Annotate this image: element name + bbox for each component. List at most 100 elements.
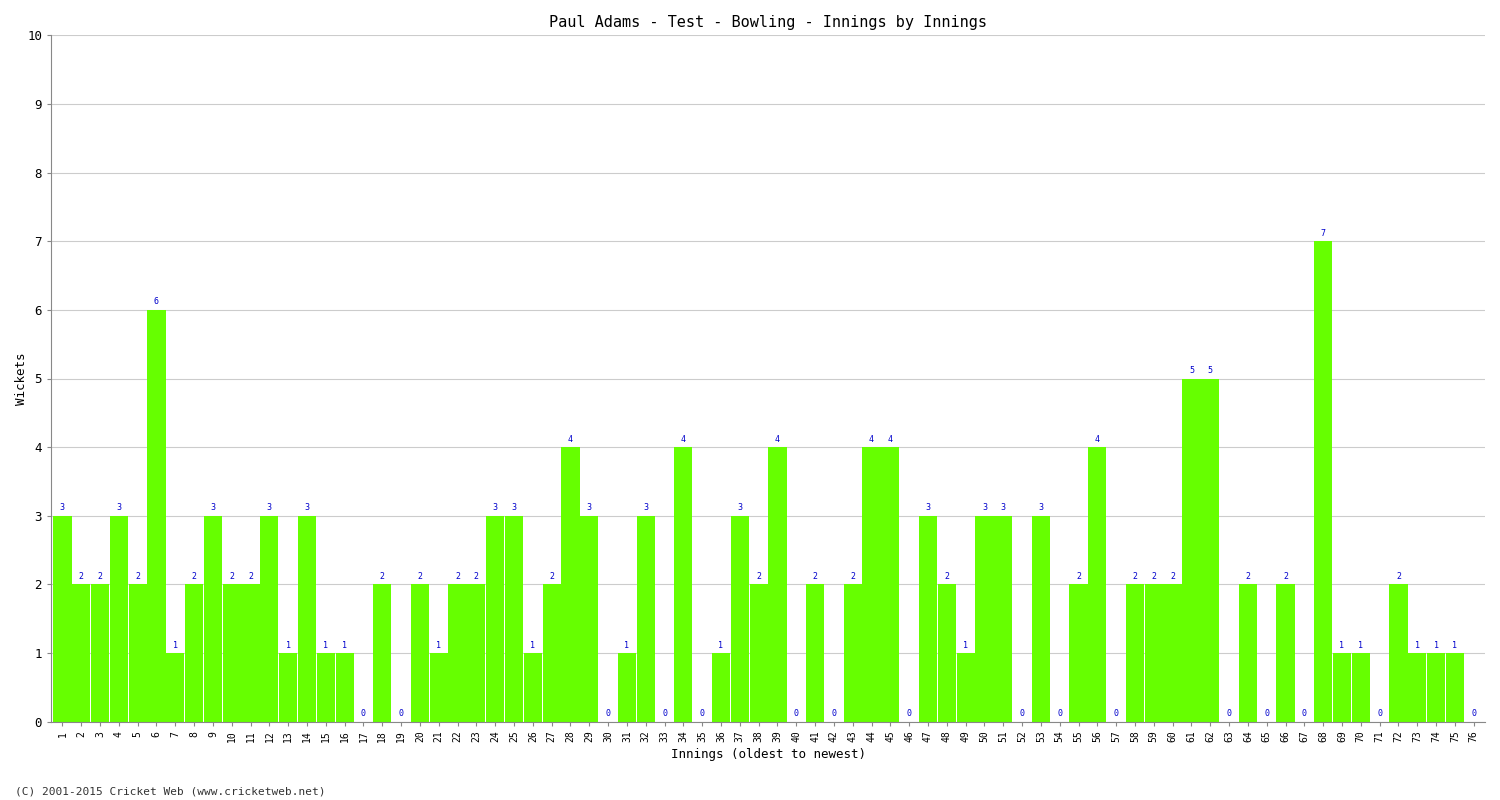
Text: 0: 0 <box>906 710 912 718</box>
Text: (C) 2001-2015 Cricket Web (www.cricketweb.net): (C) 2001-2015 Cricket Web (www.cricketwe… <box>15 786 326 796</box>
Text: 3: 3 <box>267 503 272 512</box>
Text: 2: 2 <box>549 572 554 581</box>
Bar <box>110 516 128 722</box>
Text: 2: 2 <box>1152 572 1156 581</box>
Text: 1: 1 <box>172 641 178 650</box>
Bar <box>222 584 242 722</box>
Text: 1: 1 <box>1434 641 1438 650</box>
Text: 3: 3 <box>512 503 516 512</box>
Bar <box>957 653 975 722</box>
Text: 3: 3 <box>926 503 930 512</box>
Y-axis label: Wickets: Wickets <box>15 352 28 405</box>
Bar <box>411 584 429 722</box>
Text: 1: 1 <box>436 641 441 650</box>
Text: 5: 5 <box>1190 366 1194 375</box>
Bar <box>1070 584 1088 722</box>
Bar <box>580 516 598 722</box>
Bar <box>1182 378 1200 722</box>
Text: 1: 1 <box>1452 641 1458 650</box>
Bar <box>1164 584 1182 722</box>
X-axis label: Innings (oldest to newest): Innings (oldest to newest) <box>670 748 865 761</box>
Bar <box>129 584 147 722</box>
Text: 6: 6 <box>154 298 159 306</box>
Text: 3: 3 <box>60 503 64 512</box>
Text: 0: 0 <box>606 710 610 718</box>
Bar <box>1202 378 1219 722</box>
Bar <box>994 516 1012 722</box>
Text: 0: 0 <box>1058 710 1062 718</box>
Text: 1: 1 <box>1340 641 1344 650</box>
Text: 3: 3 <box>210 503 216 512</box>
Bar <box>448 584 466 722</box>
Bar <box>938 584 956 722</box>
Text: 1: 1 <box>285 641 291 650</box>
Text: 0: 0 <box>1472 710 1476 718</box>
Text: 2: 2 <box>1282 572 1288 581</box>
Bar <box>466 584 486 722</box>
Text: 2: 2 <box>78 572 84 581</box>
Bar <box>1389 584 1407 722</box>
Bar <box>1144 584 1162 722</box>
Bar <box>862 447 880 722</box>
Bar <box>279 653 297 722</box>
Text: 0: 0 <box>1020 710 1025 718</box>
Bar <box>1426 653 1444 722</box>
Text: 2: 2 <box>98 572 102 581</box>
Bar <box>543 584 561 722</box>
Text: 5: 5 <box>1208 366 1214 375</box>
Text: 2: 2 <box>417 572 423 581</box>
Bar <box>506 516 524 722</box>
Text: 2: 2 <box>850 572 855 581</box>
Bar <box>260 516 279 722</box>
Text: 3: 3 <box>586 503 592 512</box>
Bar <box>1126 584 1144 722</box>
Bar <box>1334 653 1352 722</box>
Text: 4: 4 <box>888 434 892 444</box>
Bar <box>72 584 90 722</box>
Text: 3: 3 <box>982 503 987 512</box>
Bar <box>524 653 542 722</box>
Text: 1: 1 <box>1414 641 1420 650</box>
Title: Paul Adams - Test - Bowling - Innings by Innings: Paul Adams - Test - Bowling - Innings by… <box>549 15 987 30</box>
Text: 2: 2 <box>813 572 818 581</box>
Bar <box>975 516 993 722</box>
Bar <box>712 653 730 722</box>
Bar <box>92 584 110 722</box>
Text: 2: 2 <box>1170 572 1174 581</box>
Text: 0: 0 <box>662 710 668 718</box>
Text: 4: 4 <box>868 434 874 444</box>
Text: 3: 3 <box>117 503 122 512</box>
Text: 1: 1 <box>324 641 328 650</box>
Bar <box>486 516 504 722</box>
Bar <box>806 584 824 722</box>
Text: 0: 0 <box>362 710 366 718</box>
Text: 1: 1 <box>342 641 346 650</box>
Bar <box>336 653 354 722</box>
Text: 0: 0 <box>1264 710 1269 718</box>
Bar <box>166 653 184 722</box>
Text: 1: 1 <box>624 641 630 650</box>
Text: 4: 4 <box>1095 434 1100 444</box>
Bar <box>880 447 900 722</box>
Text: 3: 3 <box>1000 503 1006 512</box>
Bar <box>184 584 202 722</box>
Text: 2: 2 <box>454 572 460 581</box>
Bar <box>768 447 786 722</box>
Bar <box>1088 447 1107 722</box>
Bar <box>843 584 862 722</box>
Text: 0: 0 <box>399 710 404 718</box>
Text: 3: 3 <box>304 503 309 512</box>
Bar <box>730 516 748 722</box>
Text: 2: 2 <box>1076 572 1082 581</box>
Text: 0: 0 <box>831 710 837 718</box>
Text: 0: 0 <box>699 710 705 718</box>
Bar <box>1239 584 1257 722</box>
Text: 0: 0 <box>1113 710 1119 718</box>
Text: 2: 2 <box>474 572 478 581</box>
Text: 4: 4 <box>681 434 686 444</box>
Text: 4: 4 <box>776 434 780 444</box>
Bar <box>920 516 938 722</box>
Text: 3: 3 <box>644 503 648 512</box>
Bar <box>147 310 165 722</box>
Text: 3: 3 <box>492 503 498 512</box>
